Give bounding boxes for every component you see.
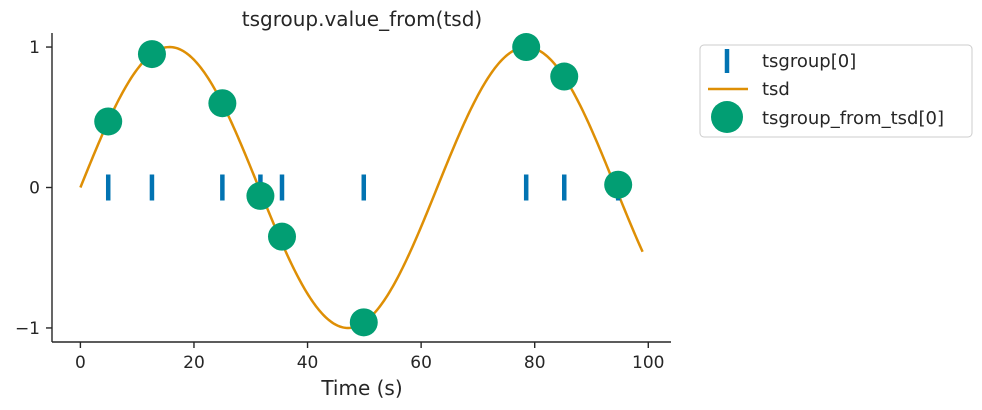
- legend-tsgroup-from-tsd-swatch: [711, 101, 743, 133]
- x-axis-label: Time (s): [320, 376, 402, 400]
- legend-tsgroup-from-tsd-label: tsgroup_from_tsd[0]: [762, 108, 944, 129]
- y-tick-label: −1: [15, 319, 40, 339]
- y-tick-label: 1: [29, 38, 40, 58]
- legend: tsgroup[0] tsd tsgroup_from_tsd[0]: [699, 44, 973, 138]
- tsgroup-from-tsd-point: [208, 89, 237, 118]
- x-tick-label: 20: [183, 353, 205, 373]
- tsgroup-from-tsd-point: [94, 107, 123, 136]
- legend-tsd-label: tsd: [762, 79, 790, 100]
- tsgroup-from-tsd-point: [550, 62, 579, 91]
- tsgroup-from-tsd-point: [246, 181, 275, 210]
- x-tick-label: 40: [297, 353, 319, 373]
- tsgroup-from-tsd-point: [267, 222, 296, 251]
- chart-title: tsgroup.value_from(tsd): [242, 7, 482, 31]
- legend-tsgroup-label: tsgroup[0]: [762, 51, 856, 72]
- x-tick-label: 60: [410, 353, 432, 373]
- axes: 0 20 40 60 80 100 −1 0 1: [15, 33, 671, 373]
- tsgroup-from-tsd-point: [512, 33, 541, 62]
- tsgroup-from-tsd-point: [137, 40, 166, 69]
- x-tick-label: 100: [632, 353, 664, 373]
- tsgroup-from-tsd-point: [349, 308, 378, 337]
- tsgroup-from-tsd-point: [604, 170, 633, 199]
- legend-frame: [699, 44, 973, 138]
- y-tick-label: 0: [29, 179, 40, 199]
- x-tick-label: 80: [524, 353, 546, 373]
- plot-area: [79, 33, 644, 337]
- x-tick-label: 0: [75, 353, 86, 373]
